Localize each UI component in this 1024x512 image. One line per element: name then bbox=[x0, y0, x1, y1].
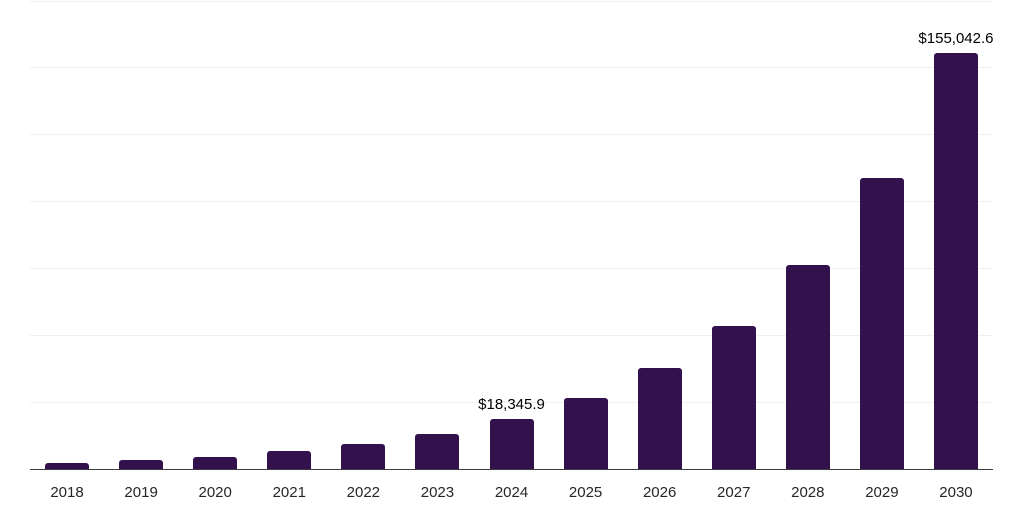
x-tick-label-2020: 2020 bbox=[198, 484, 232, 501]
bar-2026 bbox=[637, 368, 682, 469]
bar-slot-2019 bbox=[104, 0, 178, 469]
bar-slot-2018 bbox=[30, 0, 104, 469]
bar-slot-2024: $18,345.9 bbox=[474, 0, 548, 469]
x-axis-tick-labels: 2018 2019 2020 2021 2022 2023 2024 2025 2026 2027… bbox=[30, 484, 993, 501]
bar-2018 bbox=[45, 462, 90, 469]
x-tick-label-2027: 2027 bbox=[717, 484, 751, 501]
bar-data-label-2030: $155,042.6 bbox=[918, 30, 994, 48]
bar-data-label-2024: $18,345.9 bbox=[478, 396, 545, 414]
bar-slot-2025 bbox=[549, 0, 623, 469]
bar-2029 bbox=[859, 178, 904, 469]
bar-slot-2027 bbox=[697, 0, 771, 469]
gridline bbox=[30, 0, 993, 2]
x-tick-label-2021: 2021 bbox=[272, 484, 306, 501]
x-tick-label-2022: 2022 bbox=[346, 484, 381, 501]
bar-slot-2028 bbox=[771, 0, 845, 469]
bar-slot-2026 bbox=[623, 0, 697, 469]
bar-slot-2020 bbox=[178, 0, 252, 469]
bar-2023 bbox=[415, 434, 460, 469]
gridline bbox=[30, 402, 993, 404]
x-tick-label-2030: 2030 bbox=[939, 484, 973, 501]
x-tick-label-2029: 2029 bbox=[865, 484, 899, 501]
gridline bbox=[30, 201, 993, 203]
gridline bbox=[30, 134, 993, 136]
bar-slot-2022 bbox=[326, 0, 400, 469]
x-tick-label-2024: 2024 bbox=[494, 484, 529, 501]
bar-slot-2021 bbox=[252, 0, 326, 469]
bar-slot-2023 bbox=[400, 0, 474, 469]
bar-2022 bbox=[341, 443, 386, 469]
x-axis-line bbox=[30, 468, 993, 470]
x-tick-label-2018: 2018 bbox=[50, 484, 84, 501]
bar-slot-2029 bbox=[845, 0, 919, 469]
x-tick-label-2028: 2028 bbox=[791, 484, 825, 501]
bar-slot-2030: $155,042.6 bbox=[918, 0, 994, 469]
bar-2030 bbox=[933, 53, 978, 469]
gridline bbox=[30, 268, 993, 270]
bar-2020 bbox=[193, 457, 238, 469]
bar-2021 bbox=[267, 451, 312, 469]
x-tick-label-2019: 2019 bbox=[124, 484, 158, 501]
gridline bbox=[30, 67, 993, 69]
bar-2019 bbox=[119, 460, 164, 469]
bar-2027 bbox=[711, 325, 756, 469]
bar-2024 bbox=[489, 419, 534, 469]
x-tick-label-2023: 2023 bbox=[420, 484, 455, 501]
bars-row: $18,345.9 $155,042.6 bbox=[30, 0, 994, 469]
gridline bbox=[30, 335, 993, 337]
plot-area: $18,345.9 $155,042.6 bbox=[30, 0, 994, 470]
x-tick-label-2025: 2025 bbox=[568, 484, 603, 501]
bar-2028 bbox=[785, 265, 830, 469]
x-tick-label-2026: 2026 bbox=[642, 484, 677, 501]
bar-2025 bbox=[563, 398, 608, 469]
